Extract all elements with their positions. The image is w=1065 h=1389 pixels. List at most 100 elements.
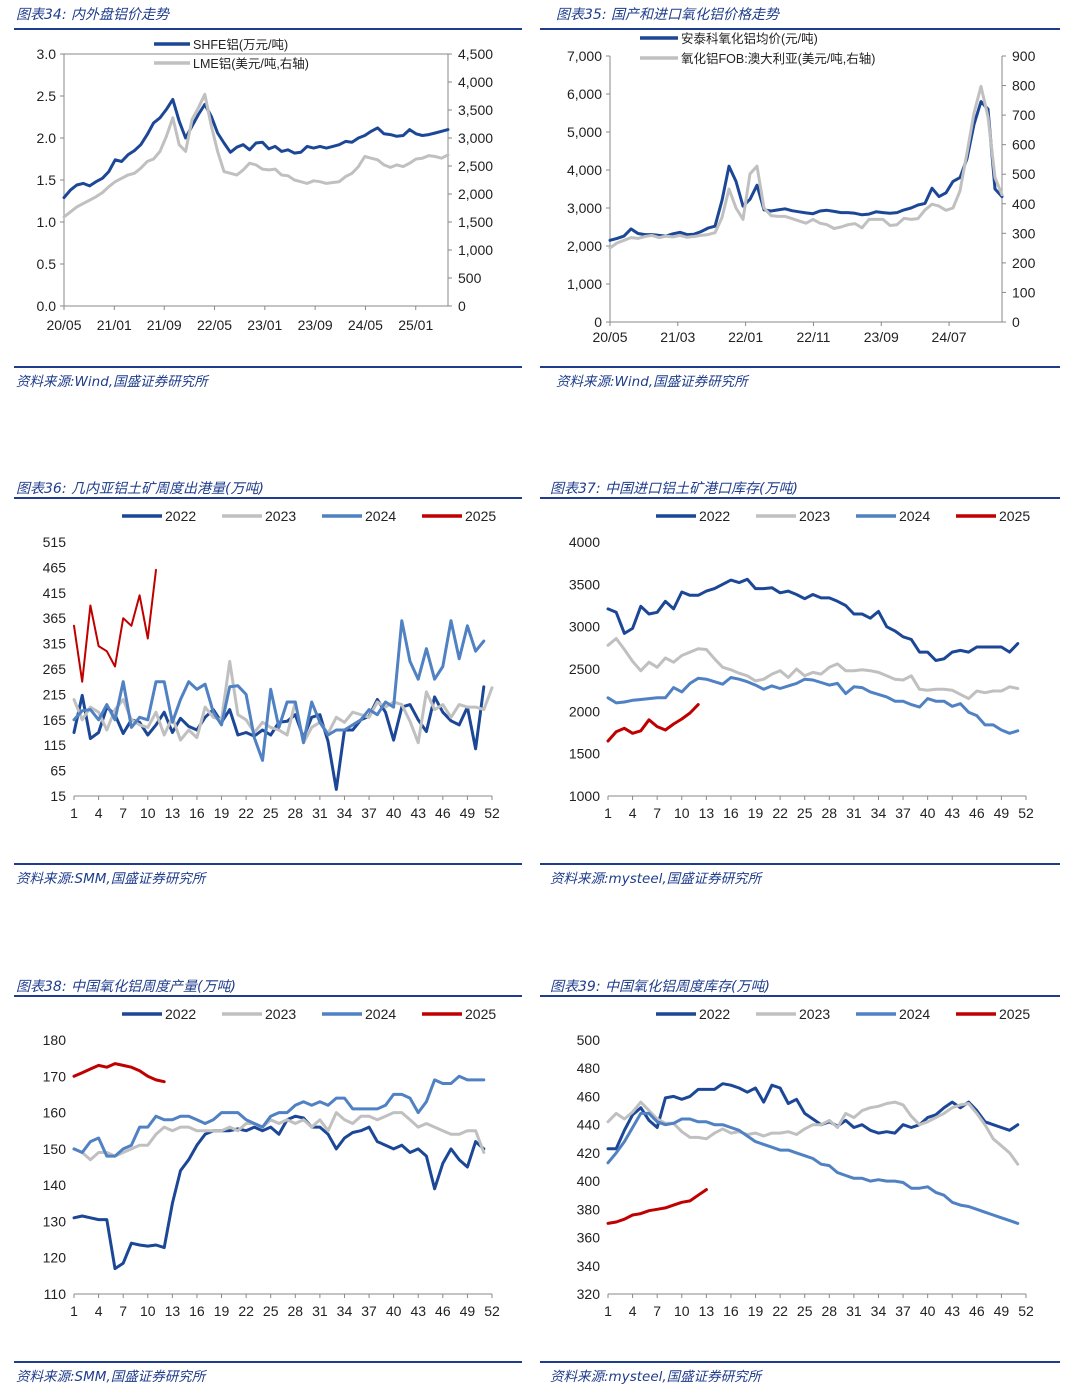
x-tick-label: 22 (238, 1303, 254, 1319)
x-tick-label: 22/11 (796, 329, 830, 345)
x-tick-label: 10 (140, 805, 156, 821)
chart-panel-36: 图表36: 几内亚铝土矿周度出港量(万吨) 15 65 115 165 215 265 31… (14, 478, 522, 888)
x-tick-label: 25 (263, 1303, 279, 1319)
y-tick-label: 0.0 (37, 298, 57, 314)
title-rule (14, 28, 522, 30)
x-tick-label: 7 (119, 805, 127, 821)
legend-label: 2023 (265, 1006, 296, 1022)
legend-label: SHFE铝(万元/吨) (193, 37, 288, 52)
x-tick-label: 31 (312, 805, 328, 821)
legend-label: 2022 (165, 1006, 196, 1022)
x-tick-label: 31 (312, 1303, 328, 1319)
legend-label: 2022 (699, 508, 730, 524)
series-line-4 (606, 703, 700, 743)
y2-tick-label: 800 (1012, 78, 1036, 94)
x-tick-label: 46 (969, 1303, 985, 1319)
y-tick-label: 7,000 (567, 48, 602, 64)
x-tick-label: 31 (846, 1303, 862, 1319)
y-tick-label: 15 (50, 788, 66, 804)
x-tick-label: 28 (288, 1303, 304, 1319)
series-line-3 (606, 1111, 1020, 1225)
y-tick-label: 1.0 (37, 214, 57, 230)
y2-tick-label: 300 (1012, 225, 1036, 241)
x-tick-label: 4 (629, 805, 637, 821)
series-line-4 (72, 1062, 166, 1084)
chart-heading: 图表34: 内外盘铝价走势 (16, 7, 169, 23)
x-tick-label: 1 (604, 805, 612, 821)
y2-tick-label: 0 (1012, 314, 1020, 330)
x-tick-label: 31 (846, 805, 862, 821)
x-tick-label: 21/09 (147, 317, 182, 333)
y2-tick-label: 500 (1012, 166, 1036, 182)
x-tick-label: 23/09 (298, 317, 333, 333)
legend-label: 2025 (999, 508, 1030, 524)
source-note: 资料来源:Wind,国盛证券研究所 (16, 374, 208, 390)
source-rule (14, 366, 522, 368)
x-tick-label: 46 (435, 805, 451, 821)
chart-panel-34: 图表34: 内外盘铝价走势 0.0 0.5 1.0 1.5 2.0 2.5 3.0 0 500 1… (14, 4, 522, 396)
x-tick-label: 37 (895, 805, 911, 821)
y-tick-label: 315 (43, 636, 67, 652)
y-tick-label: 160 (43, 1105, 67, 1121)
title-rule (14, 497, 522, 499)
y-tick-label: 2,000 (567, 238, 602, 254)
title-rule (14, 995, 522, 997)
series-line-2 (606, 637, 1020, 701)
y-tick-label: 115 (44, 737, 67, 753)
y2-tick-label: 900 (1012, 48, 1036, 64)
x-tick-label: 25 (797, 805, 813, 821)
x-tick-label: 40 (920, 805, 936, 821)
chart-heading: 图表37: 中国进口铝土矿港口库存(万吨) (550, 481, 798, 497)
y-tick-label: 0.5 (37, 256, 57, 272)
series-line-4 (73, 568, 157, 683)
x-tick-label: 22/05 (197, 317, 232, 333)
series-line-2 (72, 1111, 486, 1162)
chart-plot: 320 340 360 380 400 420 440 460 480 500 1 4 7 10 13 16 1… (577, 1006, 1034, 1319)
series-line-2 (606, 1100, 1020, 1166)
title-rule (540, 497, 1060, 499)
legend-label: 2025 (999, 1006, 1030, 1022)
y-tick-label: 365 (43, 610, 67, 626)
x-tick-label: 7 (653, 1303, 661, 1319)
x-tick-label: 40 (386, 805, 402, 821)
source-note: 资料来源:Wind,国盛证券研究所 (556, 374, 748, 390)
series-line-1 (62, 97, 450, 200)
x-tick-label: 25/01 (398, 317, 433, 333)
y-tick-label: 2000 (569, 703, 600, 719)
y-tick-label: 170 (43, 1068, 67, 1084)
series-line-1 (72, 685, 486, 791)
x-tick-label: 1 (604, 1303, 612, 1319)
y-tick-label: 4,000 (567, 162, 602, 178)
y-tick-label: 515 (43, 534, 67, 550)
title-rule (540, 28, 1060, 30)
x-tick-label: 23/01 (247, 317, 282, 333)
y-tick-label: 215 (43, 686, 67, 702)
y-tick-label: 3,000 (567, 200, 602, 216)
x-tick-label: 1 (70, 1303, 78, 1319)
source-rule (540, 366, 1060, 368)
y-tick-label: 500 (577, 1032, 601, 1048)
legend-label: 2023 (265, 508, 296, 524)
x-tick-label: 16 (189, 805, 205, 821)
y-tick-label: 1000 (569, 788, 600, 804)
x-tick-label: 28 (822, 1303, 838, 1319)
chart-plot: 110 120 130 140 150 160 170 180 1 4 7 10 13 16 19 22 25 2… (43, 1006, 500, 1319)
y-tick-label: 140 (43, 1177, 67, 1193)
x-tick-label: 23/09 (864, 329, 899, 345)
x-tick-label: 37 (361, 1303, 377, 1319)
y-tick-label: 415 (43, 585, 67, 601)
legend-label: 安泰科氧化铝均价(元/吨) (681, 31, 818, 46)
series-line-2 (608, 84, 1004, 250)
legend-label: 氧化铝FOB:澳大利亚(美元/吨,右轴) (681, 51, 875, 66)
x-tick-label: 34 (871, 805, 887, 821)
x-tick-label: 16 (723, 1303, 739, 1319)
chart-panel-37: 图表37: 中国进口铝土矿港口库存(万吨) 1000 1500 2000 2500 30… (540, 478, 1060, 888)
legend-label: 2025 (465, 1006, 496, 1022)
y-tick-label: 2.0 (37, 130, 57, 146)
title-rule (540, 995, 1060, 997)
x-tick-label: 21/01 (97, 317, 132, 333)
legend-label: 2024 (365, 1006, 396, 1022)
y-tick-label: 2500 (569, 661, 600, 677)
y2-tick-label: 700 (1012, 107, 1036, 123)
y2-tick-label: 4,500 (458, 46, 493, 62)
